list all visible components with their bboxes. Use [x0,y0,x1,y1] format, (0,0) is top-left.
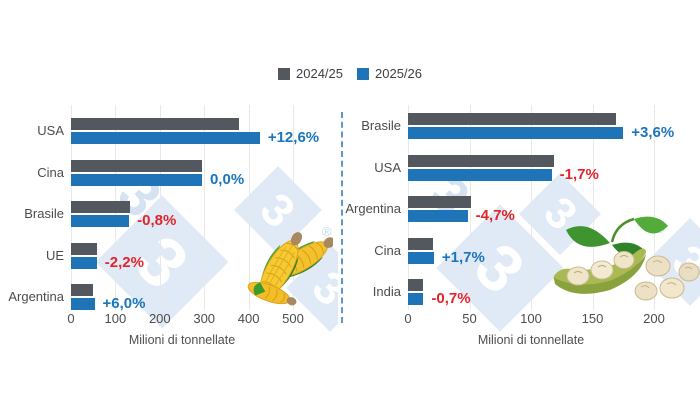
category-label: Argentina [8,289,64,304]
delta-label: +1,7% [441,248,485,266]
bar-2024-25 [408,237,434,250]
x-tick-label: 200 [148,311,171,326]
bar-2024-25 [71,159,202,172]
category-label: UE [45,247,64,263]
bar-2024-25 [408,113,616,125]
bar-2024-25 [408,196,471,208]
x-tick-label: 300 [193,311,216,326]
bar-2024-25 [71,201,130,213]
delta-label: 0,0% [209,170,245,188]
legend-swatch-2024-25-icon [278,67,290,80]
bar-2025-26 [408,251,434,264]
x-tick-label: 400 [237,311,260,326]
delta-label: -0,7% [431,290,471,307]
category-label: Brasile [24,206,64,221]
category-label: USA [374,159,401,175]
bar-2025-26 [408,127,624,139]
legend-item-2025-26: 2025/26 [357,66,422,81]
x-tick-label: 200 [643,311,665,326]
gridline [592,105,594,310]
bar-2025-26 [71,132,260,144]
category-label: Cina [374,242,401,258]
delta-label: +3,6% [631,124,675,141]
bar-2024-25 [71,284,94,296]
legend: 2024/25 2025/26 [0,66,700,81]
gridline [248,105,250,310]
panel-divider [341,112,343,323]
category-label: Cina [37,164,64,180]
bar-2025-26 [408,168,552,181]
x-tick-label: 100 [104,311,127,326]
gridline [204,105,206,310]
category-label: Brasile [361,118,401,133]
x-tick-label: 150 [581,311,604,326]
soybean-production-chart: 3 3 3 3 ® 050100150200+3,6%-1,7%-4,7%+1,… [345,105,700,365]
legend-label-2025-26: 2025/26 [375,66,422,81]
soybean-pod-illustration-icon [553,216,700,301]
bar-2025-26 [408,293,424,305]
gridline [654,105,655,310]
category-label: USA [37,123,64,138]
bar-2025-26 [71,173,202,186]
gridline [159,105,161,310]
registered-mark-icon: ® [322,224,332,239]
category-label: Argentina [345,201,401,216]
soybean-plot-area: 0 50 100 150 200 +3,6% -1,7% -4,7% +1,7% -0,7% [404,105,700,365]
bar-2024-25 [71,242,98,255]
corn-x-axis-label: Milioni di tonnellate [128,333,236,347]
delta-label: -2,2% [104,253,144,271]
bar-2025-26 [408,210,468,222]
legend-label-2024-25: 2024/25 [296,66,343,81]
legend-item-2024-25: 2024/25 [278,66,343,81]
legend-swatch-2025-26-icon [357,67,369,80]
corn-production-chart: 3 3 3 3 ® 0 100 200 300 400 500 +12,6% 0,0% -0,8… [8,105,338,365]
corn-plot-area: 0 100 200 300 400 500 +12,6% 0,0% -0,8% -2,2% +6,0… [67,105,338,365]
corn-cobs-illustration-icon [247,232,333,306]
bar-2025-26 [71,256,97,269]
bar-2025-26 [71,215,130,227]
x-tick-label: 0 [67,311,75,326]
delta-label: +12,6% [267,129,320,146]
delta-label: -4,7% [475,207,515,224]
soybean-x-axis-label: Milioni di tonnellate [477,333,585,347]
x-tick-label: 50 [462,311,477,326]
delta-label: -0,8% [137,212,177,229]
x-tick-label: 500 [282,311,304,326]
delta-label: -1,7% [559,165,599,183]
bar-2024-25 [71,118,239,130]
category-label: India [372,284,401,299]
gridline [531,105,532,310]
bar-2024-25 [408,154,555,167]
x-tick-label: 0 [404,311,412,326]
gridline [293,105,294,310]
x-tick-label: 100 [520,311,542,326]
bar-2025-26 [71,298,95,310]
bar-2024-25 [408,279,424,291]
delta-label: +6,0% [102,295,146,312]
